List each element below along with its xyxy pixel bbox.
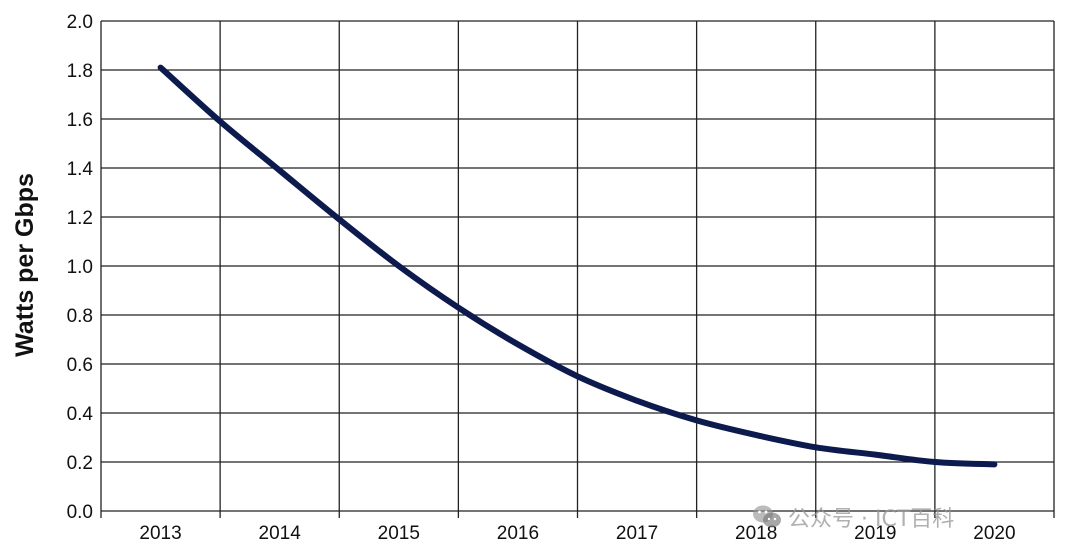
x-tick-label: 2020 [973,523,1015,544]
y-tick-label: 0.0 [67,502,93,523]
series-line [157,64,998,468]
x-tick-label: 2018 [735,523,777,544]
y-tick-label: 2.0 [67,12,93,33]
grid [100,20,1055,518]
x-tick-label: 2019 [854,523,896,544]
y-tick-label: 1.0 [67,257,93,278]
watermark-text: 公众号 · ICT百科 [788,507,955,532]
x-tick-label: 2015 [378,523,420,544]
x-tick-label: 2017 [616,523,658,544]
y-tick-label: 0.8 [67,306,93,327]
y-axis-label: Watts per Gbps [11,173,39,357]
y-tick-label: 0.6 [67,355,93,376]
watermark: 公众号 · ICT百科 [752,500,954,534]
y-tick-label: 1.6 [67,110,93,131]
x-tick-label: 2014 [259,523,302,544]
x-axis-ticks: 2013 2014 2015 2016 2017 2018 2019 2020 [139,523,1015,544]
y-tick-label: 0.2 [67,453,93,474]
wechat-icon [753,505,781,528]
y-tick-label: 1.2 [67,208,93,229]
x-tick-label: 2016 [497,523,539,544]
x-tick-label: 2013 [139,523,181,544]
y-tick-label: 1.8 [67,61,93,82]
y-tick-label: 0.4 [67,404,94,425]
y-axis-ticks: 0.0 0.2 0.4 0.6 0.8 1.0 1.2 1.4 1.6 1.8 2.0 [67,12,94,523]
y-tick-label: 1.4 [67,159,94,180]
